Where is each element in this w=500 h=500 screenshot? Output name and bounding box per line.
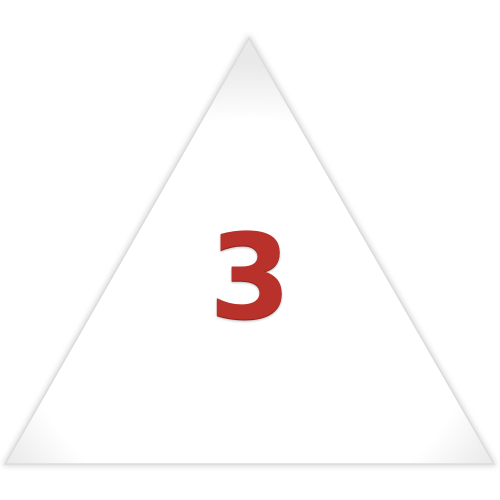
badge-number: 3 [208, 208, 292, 346]
